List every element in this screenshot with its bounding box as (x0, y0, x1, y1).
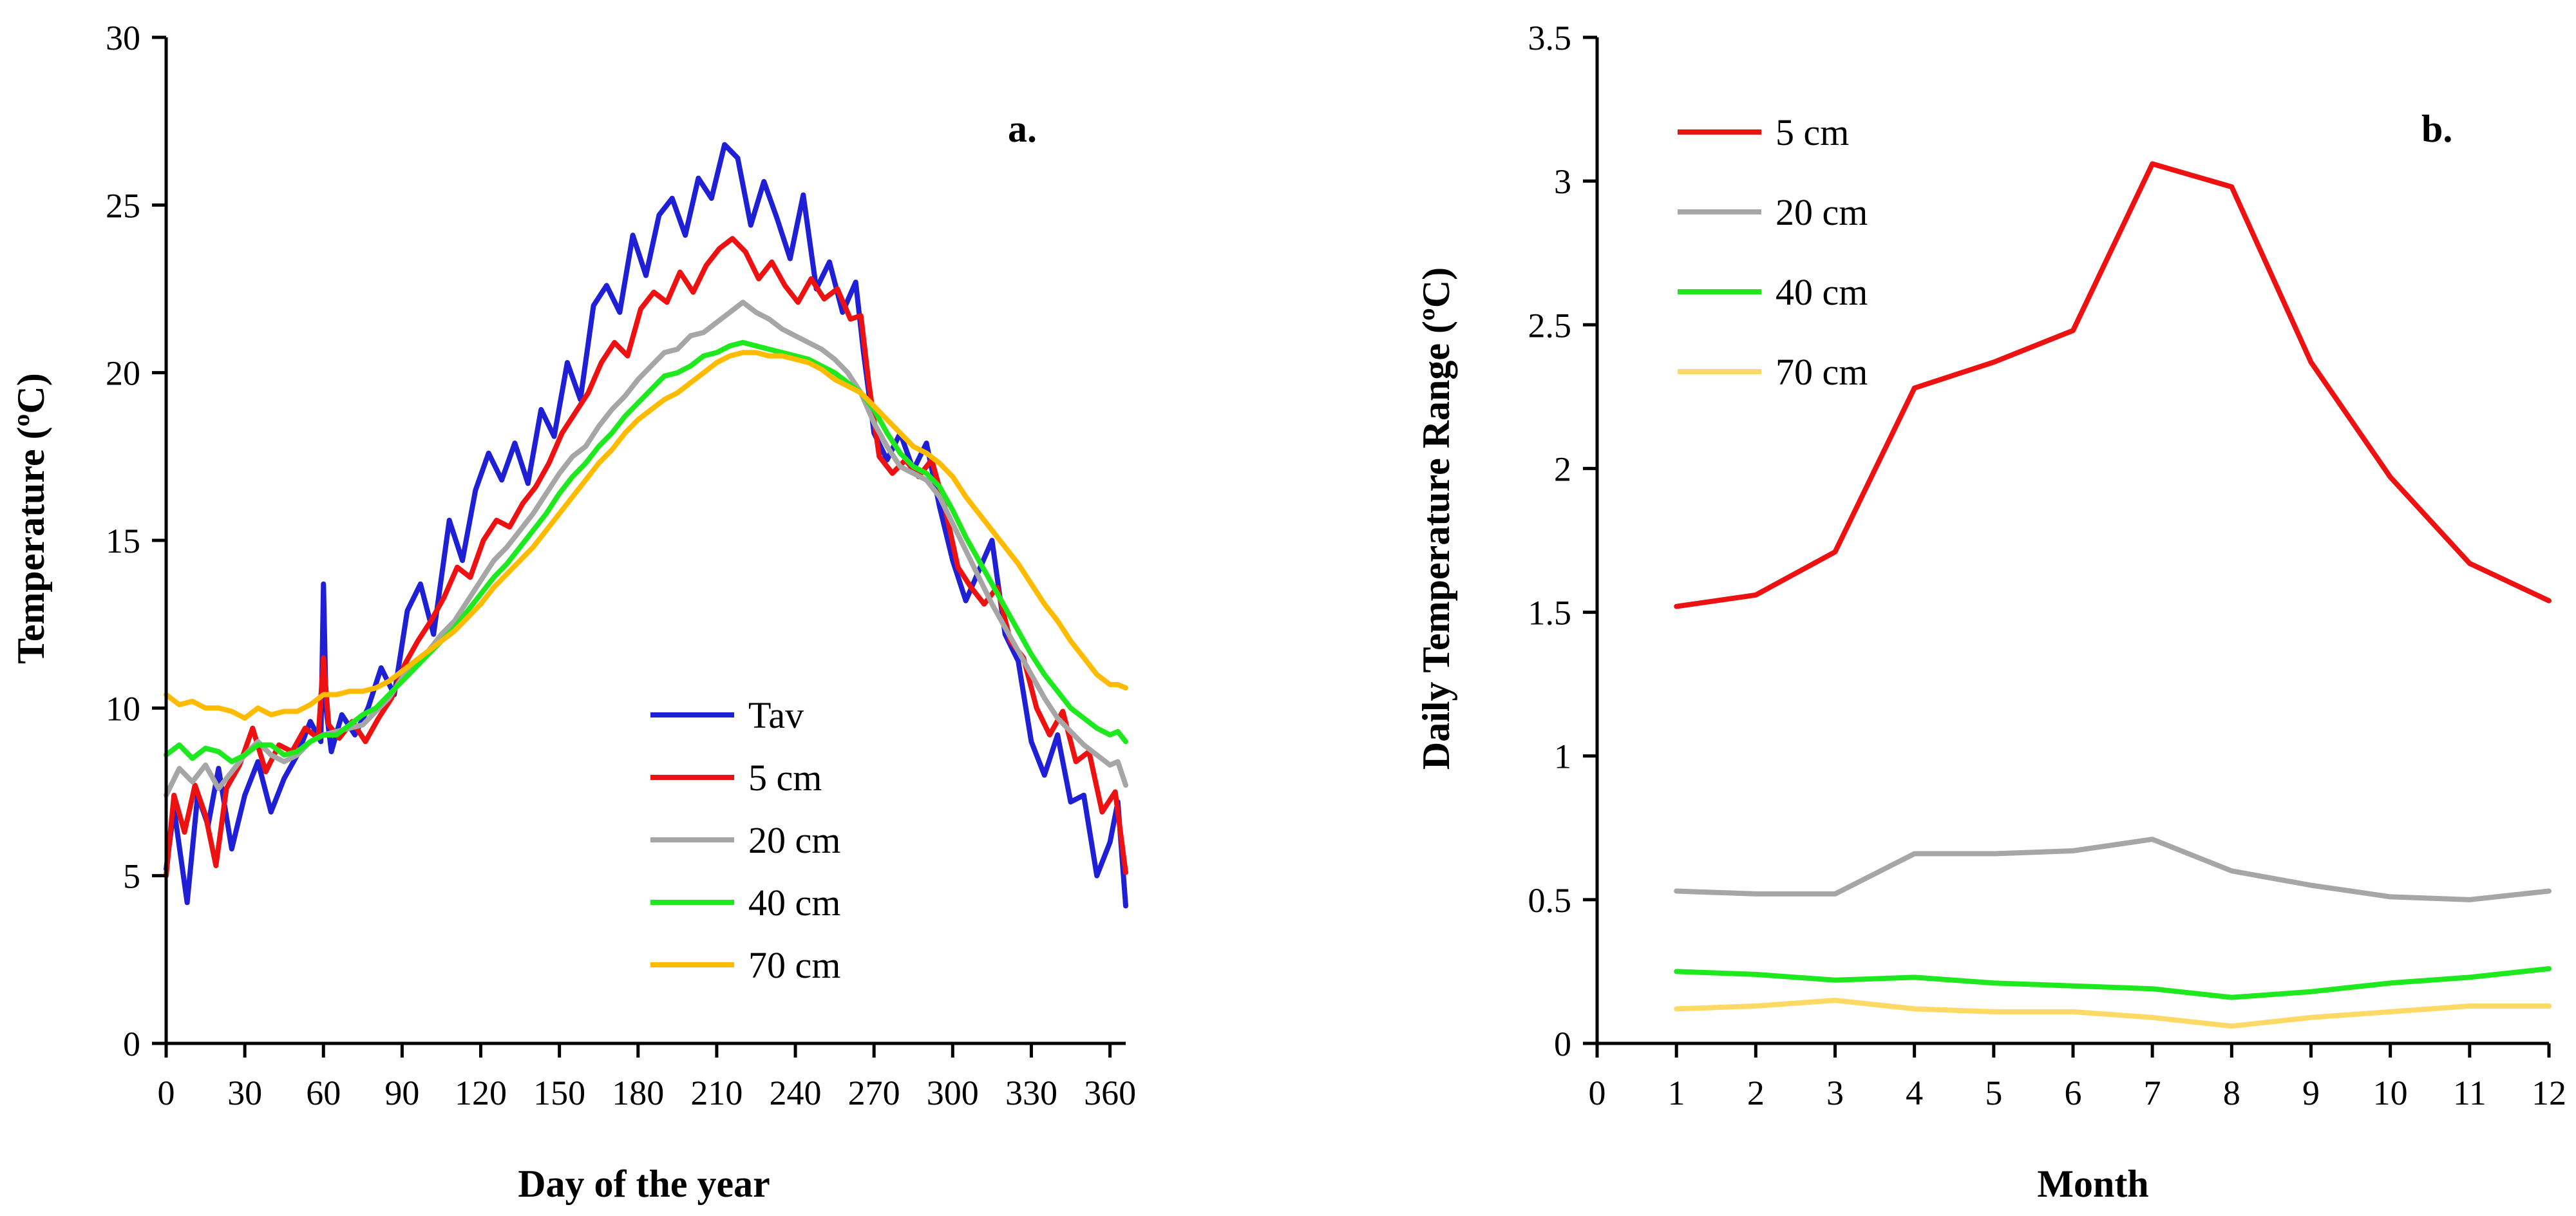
chart-b-y-axis-label: Daily Temperature Range (ºC) (1415, 267, 1457, 770)
chart-b-y-tick-label: 0.5 (1528, 881, 1572, 920)
chart-b-y-tick-label: 2 (1554, 450, 1571, 488)
chart-b-axes: 00.511.522.533.50 1 2 3 4 5 6 7 8 9 10 11 12 (1528, 19, 2567, 1112)
chart-b-x-tick-label: 5 (1985, 1074, 2002, 1112)
chart-a-x-tick-label: 270 (848, 1074, 900, 1112)
chart-b-series-line-20-cm (1674, 837, 2552, 902)
chart-a-y-tick-label: 25 (106, 186, 140, 225)
chart-a-x-tick-label: 60 (306, 1074, 341, 1112)
chart-a-series (164, 142, 1128, 909)
chart-b-x-tick-label: 4 (1906, 1074, 1923, 1112)
chart-a-y-tick-label: 30 (106, 19, 140, 57)
chart-a-legend: Tav 5 cm 20 cm 40 cm 70 cm (650, 694, 840, 986)
chart-b-series-line-5-cm (1674, 161, 2552, 609)
chart-a-series-line-70-cm (164, 350, 1128, 721)
chart-a-x-tick-label: 30 (227, 1074, 262, 1112)
chart-a-x-tick-label: 120 (455, 1074, 507, 1112)
chart-b-y-tick-label: 3 (1554, 162, 1571, 201)
chart-b-x-tick-label: 1 (1668, 1074, 1685, 1112)
chart-b-x-tick-label: 0 (1589, 1074, 1606, 1112)
chart-a-y-tick-label: 15 (106, 522, 140, 560)
chart-b-x-tick-label: 7 (2144, 1074, 2161, 1112)
chart-b-legend-label-40-cm: 40 cm (1776, 271, 1868, 313)
chart-a-x-tick-label: 240 (770, 1074, 822, 1112)
chart-a-y-tick-label: 10 (106, 689, 140, 728)
chart-a-x-tick-label: 330 (1005, 1074, 1057, 1112)
chart-b-x-tick-label: 10 (2373, 1074, 2408, 1112)
chart-b-legend-label-20-cm: 20 cm (1776, 191, 1868, 233)
chart-b-x-tick-label: 9 (2302, 1074, 2320, 1112)
chart-b-x-tick-label: 8 (2223, 1074, 2240, 1112)
chart-b-panel-label: b. (2421, 108, 2452, 150)
chart-b-x-axis-label: Month (2037, 1163, 2148, 1205)
chart-b-y-tick-label: 3.5 (1528, 19, 1572, 57)
chart-a-x-tick-label: 360 (1084, 1074, 1136, 1112)
chart-b-x-tick-label: 6 (2065, 1074, 2082, 1112)
chart-a-x-tick-label: 90 (384, 1074, 419, 1112)
chart-a-legend-label-5-cm: 5 cm (748, 757, 822, 799)
chart-b-y-tick-label: 1 (1554, 737, 1571, 776)
chart-b-x-tick-label: 11 (2453, 1074, 2486, 1112)
chart-a-x-axis-label: Day of the year (518, 1163, 770, 1205)
chart-a-series-line-tav (164, 142, 1128, 909)
chart-a-y-tick-label: 5 (123, 857, 140, 896)
chart-a-y-axis-label: Temperature (ºC) (10, 373, 52, 663)
chart-b-y-tick-label: 2.5 (1528, 306, 1572, 345)
chart-a-legend-label-70-cm: 70 cm (748, 944, 840, 986)
chart-b-series-line-40-cm (1674, 966, 2552, 1000)
chart-a-x-tick-label: 180 (612, 1074, 664, 1112)
chart-b-y-tick-label: 1.5 (1528, 594, 1572, 632)
chart-panel-b: 00.511.522.533.50 1 2 3 4 5 6 7 8 9 10 11 12 b. Mont… (1415, 19, 2566, 1205)
chart-a-panel-label: a. (1008, 108, 1037, 150)
chart-b-x-tick-label: 12 (2532, 1074, 2566, 1112)
chart-a-x-tick-label: 300 (927, 1074, 979, 1112)
chart-b-legend-label-5-cm: 5 cm (1776, 111, 1849, 153)
chart-a-series-line-5-cm (164, 236, 1128, 879)
chart-b-legend-label-70-cm: 70 cm (1776, 351, 1868, 393)
chart-a-x-tick-label: 210 (690, 1074, 743, 1112)
chart-a-y-tick-label: 0 (123, 1025, 140, 1063)
chart-a-series-line-40-cm (164, 339, 1128, 765)
chart-b-series (1674, 161, 2552, 1029)
chart-a-legend-label-20-cm: 20 cm (748, 819, 840, 861)
chart-a-y-tick-label: 20 (106, 354, 140, 393)
chart-a-legend-label-tav: Tav (748, 694, 804, 736)
chart-b-x-tick-label: 3 (1826, 1074, 1844, 1112)
chart-b-legend: 5 cm 20 cm 40 cm 70 cm (1678, 111, 1868, 393)
chart-a-x-tick-label: 0 (158, 1074, 175, 1112)
chart-b-y-tick-label: 0 (1554, 1025, 1571, 1063)
chart-b-x-tick-label: 2 (1747, 1074, 1765, 1112)
chart-b-series-line-70-cm (1674, 998, 2552, 1029)
chart-a-x-tick-label: 150 (533, 1074, 585, 1112)
chart-a-legend-label-40-cm: 40 cm (748, 882, 840, 924)
